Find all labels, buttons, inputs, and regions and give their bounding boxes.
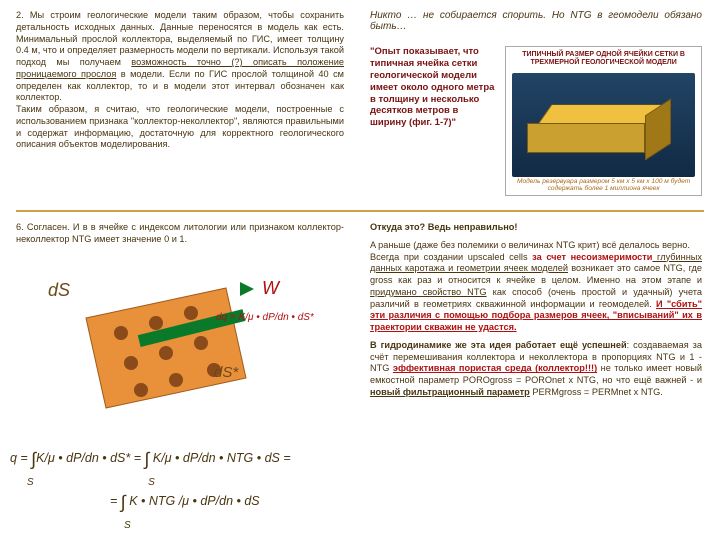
- eq-2a: =: [110, 494, 121, 508]
- lr-p2e: новый фильтрационный параметр: [370, 387, 530, 397]
- eq-2b: K • NTG /μ • dP/dn • dS: [126, 494, 260, 508]
- label-dS: dS: [48, 280, 70, 301]
- lr-red2: придумано свойство NTG: [370, 287, 487, 297]
- eq-int1: ∫: [31, 449, 36, 469]
- label-dq: dq = K/μ • dP/dn • dS*: [216, 312, 314, 323]
- figure-box: ТИПИЧНЫЙ РАЗМЕР ОДНОЙ ЯЧЕЙКИ СЕТКИ В ТРЕ…: [505, 46, 702, 196]
- eq-int2: ∫: [145, 449, 150, 469]
- figure-title: ТИПИЧНЫЙ РАЗМЕР ОДНОЙ ЯЧЕЙКИ СЕТКИ В ТРЕ…: [510, 51, 697, 66]
- eq-int3: ∫: [121, 492, 126, 512]
- lr-p2f: PERMgross = PERMnet x NTG.: [530, 387, 663, 397]
- eq-subS1: S: [27, 477, 34, 488]
- top-right-comment: Никто … не собирается спорить. Но NTG в …: [370, 10, 702, 32]
- divider: [16, 210, 704, 212]
- flow-arrow-head: [240, 282, 254, 296]
- equation-block: q = ∫K/μ • dP/dn • dS* = ∫ K/μ • dP/dn •…: [10, 442, 390, 526]
- parallelogram: [76, 278, 276, 418]
- eq-1c: K/μ • dP/dn • NTG • dS =: [149, 451, 290, 465]
- eq-subS2: S: [148, 477, 155, 488]
- lr-p1: A раньше (даже без полемики о величинах …: [370, 240, 702, 334]
- lr-p2: В гидродинамике же эта идея работает ещё…: [370, 340, 702, 399]
- lr-q: Откуда это? Ведь неправильно!: [370, 222, 702, 234]
- label-dSstar: dS*: [214, 364, 238, 381]
- eq-subS3: S: [124, 520, 131, 531]
- quote-and-figure: "Опыт показывает, что типичная ячейка се…: [370, 46, 702, 196]
- lr-p2c: эффективная пористая среда (коллектор!!!…: [393, 363, 597, 373]
- lr-p1b-pre: Всегда при создании upscaled cells: [370, 252, 532, 262]
- right-commentary: Откуда это? Ведь неправильно! A раньше (…: [370, 222, 702, 405]
- figure-body: [512, 73, 695, 177]
- lr-red1: за счет несоизмеримости: [532, 252, 652, 262]
- point-2-text: 2. Мы строим геологические модели таким …: [16, 10, 344, 151]
- cube-front: [527, 123, 645, 153]
- point-6-text: 6. Согласен. И в в ячейке с индексом лит…: [16, 222, 344, 246]
- label-W: W: [262, 278, 279, 299]
- lr-p2a: В гидродинамике же эта идея работает ещё…: [370, 340, 627, 350]
- figure-caption: Модель резервуара размером 5 км x 5 км x…: [510, 178, 697, 192]
- diagram: dS W dq = K/μ • dP/dn • dS* dS*: [16, 260, 344, 430]
- lr-p1a: A раньше (даже без полемики о величинах …: [370, 240, 690, 250]
- p2-part2: в модели. Если по ГИС прослой толщиной 4…: [16, 69, 344, 150]
- quote-text: "Опыт показывает, что типичная ячейка се…: [370, 46, 497, 196]
